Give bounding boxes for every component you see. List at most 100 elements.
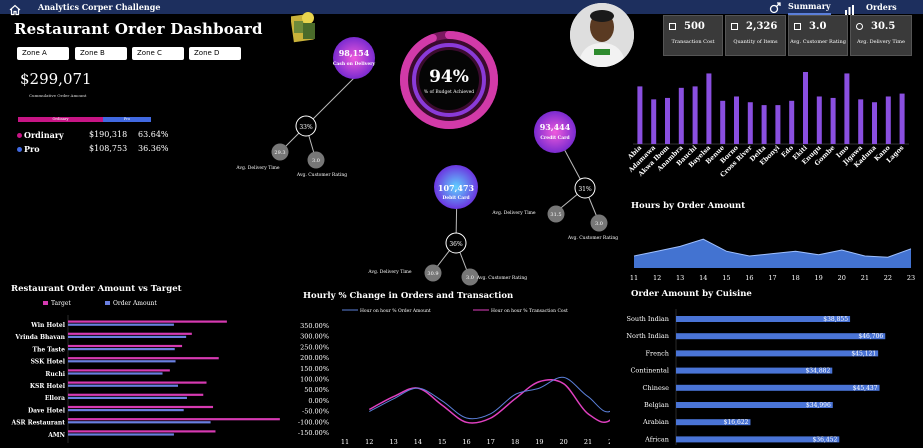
data-label: $34,882	[805, 368, 830, 375]
bar	[676, 419, 751, 426]
bar	[775, 105, 781, 144]
y-tick-label: 200.00%	[300, 354, 329, 362]
bar-order	[68, 335, 187, 338]
zone-b-button[interactable]: Zone B	[75, 47, 127, 60]
y-tick-label: 0.00%	[308, 397, 329, 405]
delivery-time-label: Avg. Delivery Time	[367, 269, 412, 275]
x-tick-label: 20	[560, 438, 568, 446]
bar-target	[68, 344, 183, 348]
y-tick-label: Ellora	[45, 395, 65, 402]
bar	[692, 86, 698, 144]
y-tick-label: 350.00%	[300, 322, 329, 330]
bar-target	[68, 418, 280, 421]
x-tick-label: 12	[365, 438, 373, 446]
bar-target	[68, 430, 216, 433]
rating-label: Avg. Customer Rating	[476, 275, 527, 281]
payment-credit-card: 93,444 Credit Card 31% 31.5 3.0 Avg. Del…	[491, 111, 618, 241]
bar	[676, 402, 833, 408]
y-tick-label: Arabian	[642, 418, 669, 426]
y-tick-label: -50.00%	[302, 408, 329, 416]
kpi-value: 500	[684, 21, 705, 32]
zone-d-button[interactable]: Zone D	[189, 47, 241, 60]
legend-swatch-order	[105, 301, 110, 305]
y-tick-label: North Indian	[626, 332, 669, 340]
app-title: Analytics Corper Challenge	[38, 2, 161, 12]
gauge-value: 94%	[429, 67, 469, 87]
bar	[789, 100, 795, 144]
bar	[676, 350, 879, 357]
kpi-transaction-cost: 500 Transaction Cost	[663, 15, 723, 56]
x-tick-label: 17	[487, 438, 495, 446]
y-tick-label: French	[646, 349, 669, 357]
legend-pro: Pro	[103, 117, 151, 122]
x-tick-label: 12	[653, 274, 661, 282]
bar	[676, 316, 851, 322]
gender-icon	[768, 0, 782, 14]
x-tick-label: 16	[745, 274, 753, 282]
payment-cash-on-delivery: 98,154 Cash on Delivery 33% 29.3 3.0 Avg…	[235, 37, 376, 178]
data-label: $36,452	[812, 436, 837, 443]
home-icon[interactable]	[9, 1, 21, 16]
y-tick-label: KSR Hotel	[30, 383, 66, 390]
customer-pct: 36.36%	[138, 144, 169, 153]
y-tick-label: Ruchi	[45, 371, 65, 378]
bar	[676, 384, 880, 391]
bar	[720, 100, 726, 144]
x-tick-label: 13	[389, 438, 397, 446]
rating-value: 3.0	[595, 221, 603, 227]
y-tick-label: Win Hotel	[30, 322, 66, 329]
bar	[676, 367, 833, 374]
data-label: $16,622	[724, 419, 749, 426]
x-tick-label: 18	[791, 274, 799, 282]
delivery-time-value: 30.9	[427, 271, 438, 277]
data-label: $46,706	[858, 333, 883, 340]
clock-icon	[856, 23, 863, 30]
customer-row-pro: Pro $108,753 36.36%	[17, 144, 177, 156]
delivery-time-value: 31.5	[550, 212, 561, 218]
zone-a-button[interactable]: Zone A	[17, 47, 69, 60]
bar-order	[68, 384, 178, 387]
bar-order	[68, 409, 184, 412]
y-tick-label: -150.00%	[298, 429, 329, 437]
x-tick-label: 15	[722, 274, 730, 282]
bar	[637, 86, 643, 144]
x-tick-label: 11	[341, 438, 349, 446]
x-tick-label: 21	[584, 438, 592, 446]
tab-orders[interactable]: Orders	[866, 2, 897, 12]
kpi-label: Transaction Cost	[671, 39, 715, 45]
calculator-icon	[669, 23, 676, 30]
hours-chart-title: Hours by Order Amount	[631, 201, 746, 211]
bar-target	[68, 320, 227, 323]
x-tick-label: 16	[462, 438, 470, 446]
payment-tree-diagram: 94% % of Budget Achieved 98,154 Cash on …	[235, 31, 618, 286]
y-tick-label: -100.00%	[298, 418, 329, 426]
zone-c-button[interactable]: Zone C	[132, 47, 184, 60]
y-tick-label: The Taste	[33, 346, 66, 353]
delivery-time-label: Avg. Delivery Time	[235, 165, 280, 171]
bar	[665, 97, 670, 144]
payment-value: 98,154	[339, 48, 370, 58]
box-icon	[731, 23, 738, 30]
bar-target	[68, 369, 170, 372]
x-tick-label: 11	[630, 274, 638, 282]
y-tick-label: ASR Restaurant	[11, 420, 66, 427]
page-title: Restaurant Order Dashboard	[14, 20, 263, 38]
y-tick-label: Vrinda Bhavan	[14, 334, 65, 341]
x-tick-label: 19	[535, 438, 543, 446]
payment-debit-card: 107,473 Debit Card 36% 30.9 3.0 Avg. Del…	[367, 165, 527, 286]
top-bar: Analytics Corper Challenge Summary Order…	[0, 0, 923, 16]
y-tick-label: 150.00%	[300, 365, 329, 373]
tab-summary[interactable]: Summary	[788, 0, 831, 15]
kpi-label: Avg. Delivery Time	[856, 39, 905, 45]
payment-value: 107,473	[438, 183, 475, 193]
y-tick-label: 300.00%	[300, 333, 329, 341]
gauge-label: % of Budget Achieved	[424, 89, 474, 95]
kpi-quantity-items: 2,326 Quantity of Items	[725, 15, 786, 56]
payment-pct: 33%	[299, 124, 313, 131]
budget-gauge: 94% % of Budget Achieved	[400, 31, 498, 129]
bar-target	[68, 357, 219, 360]
bar	[858, 99, 864, 144]
kpi-label: Quantity of Items	[733, 39, 778, 45]
y-tick-label: Continental	[630, 367, 669, 375]
x-tick-label: 19	[815, 274, 823, 282]
